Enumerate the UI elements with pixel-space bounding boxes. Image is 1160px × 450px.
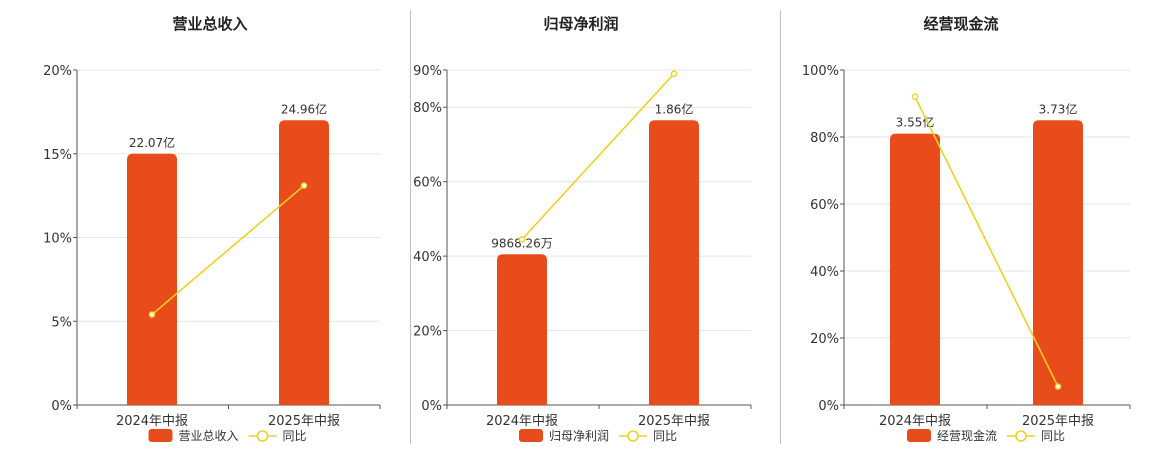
legend-label-line: 同比	[1041, 429, 1065, 443]
y-tick-label: 5%	[51, 315, 72, 330]
x-category-label: 2024年中报	[116, 414, 188, 429]
legend-swatch-bar	[907, 429, 931, 442]
chart-panel-net-profit: 归母净利润 0% 20% 40% 60% 80% 90% 9868.26万 2024年中报 1.8…	[411, 0, 780, 450]
x-category-label: 2025年中报	[268, 414, 340, 429]
y-tick-label: 100%	[802, 64, 839, 79]
y-tick-label: 15%	[43, 148, 72, 163]
legend-swatch-point	[627, 430, 639, 442]
chart-panel-revenue: 营业总收入 0% 5% 10% 15% 20% 22.07亿 2024年中报 24.96亿 202…	[0, 0, 410, 450]
legend-label-bar: 归母净利润	[549, 429, 609, 443]
x-category-label: 2024年中报	[486, 414, 558, 429]
yoy-point	[300, 182, 308, 189]
chart-title: 经营现金流	[923, 15, 998, 33]
y-tick-label: 0%	[51, 399, 72, 414]
y-tick-label: 40%	[810, 265, 839, 280]
y-tick-label: 0%	[818, 399, 839, 414]
bar-data-label: 9868.26万	[491, 236, 553, 250]
yoy-point	[670, 70, 678, 78]
y-tick-label: 20%	[43, 64, 72, 79]
yoy-point	[148, 311, 156, 318]
chart-net-profit: 归母净利润 0% 20% 40% 60% 80% 90% 9868.26万 2024年中报 1.8…	[413, 15, 752, 443]
legend-swatch-point	[256, 430, 269, 442]
bar-data-label: 1.86亿	[655, 101, 694, 116]
bar	[890, 133, 940, 405]
bar	[1033, 120, 1083, 405]
panel-divider	[410, 10, 411, 444]
y-tick-label: 20%	[413, 325, 442, 340]
yoy-point	[911, 93, 919, 101]
panel-divider	[780, 10, 781, 444]
bar-data-label: 24.96亿	[281, 101, 327, 116]
y-tick-label: 80%	[810, 131, 839, 146]
bar	[649, 120, 699, 405]
y-tick-label: 60%	[413, 176, 442, 191]
bar	[497, 254, 547, 405]
x-category-label: 2024年中报	[879, 414, 951, 429]
yoy-line	[151, 184, 305, 316]
y-tick-label: 0%	[421, 399, 442, 414]
y-tick-label: 20%	[810, 332, 839, 347]
yoy-line	[914, 96, 1059, 387]
chart-title: 归母净利润	[543, 15, 618, 33]
chart-revenue: 营业总收入 0% 5% 10% 15% 20% 22.07亿 2024年中报 24.96亿 202…	[43, 15, 381, 443]
legend-label-bar: 营业总收入	[179, 429, 239, 443]
bar-data-label: 3.73亿	[1039, 101, 1078, 116]
y-tick-label: 60%	[810, 198, 839, 213]
chart-panel-cash-flow: 经营现金流 0% 20% 40% 60% 80% 100% 3.55亿 2024年中报 3.73亿…	[781, 0, 1160, 450]
bar-data-label: 3.55亿	[896, 115, 935, 130]
y-tick-label: 90%	[413, 64, 442, 79]
x-category-label: 2025年中报	[1022, 414, 1094, 429]
yoy-line	[521, 73, 675, 240]
y-tick-label: 10%	[43, 232, 72, 247]
y-tick-label: 40%	[413, 250, 442, 265]
legend-label-bar: 经营现金流	[937, 428, 997, 443]
bar	[127, 153, 177, 405]
legend-label-line: 同比	[653, 429, 677, 443]
legend-swatch-bar	[148, 429, 173, 442]
y-tick-label: 80%	[413, 101, 442, 116]
chart-cash-flow: 经营现金流 0% 20% 40% 60% 80% 100% 3.55亿 2024年中报 3.73亿…	[802, 15, 1131, 443]
bar-data-label: 22.07亿	[129, 135, 175, 150]
chart-title: 营业总收入	[172, 15, 247, 33]
legend-swatch-bar	[519, 429, 543, 442]
legend-swatch-point	[1015, 430, 1027, 442]
legend-label-line: 同比	[283, 429, 307, 443]
yoy-point	[1054, 383, 1062, 390]
x-category-label: 2025年中报	[638, 414, 710, 429]
yoy-point	[518, 236, 526, 243]
bar	[279, 120, 329, 405]
